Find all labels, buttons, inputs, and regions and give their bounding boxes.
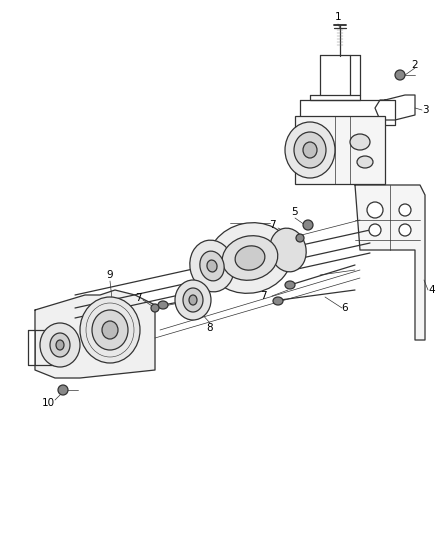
Text: 7: 7 — [134, 293, 141, 303]
Ellipse shape — [394, 70, 404, 80]
Ellipse shape — [189, 295, 197, 305]
Ellipse shape — [102, 321, 118, 339]
Ellipse shape — [284, 281, 294, 289]
Ellipse shape — [295, 234, 303, 242]
Text: 7: 7 — [268, 220, 275, 230]
Text: 5: 5 — [291, 207, 298, 217]
Ellipse shape — [50, 333, 70, 357]
Ellipse shape — [235, 246, 264, 270]
Text: 8: 8 — [206, 323, 213, 333]
Ellipse shape — [356, 156, 372, 168]
Ellipse shape — [398, 224, 410, 236]
Ellipse shape — [269, 228, 305, 272]
Ellipse shape — [189, 240, 233, 292]
Ellipse shape — [302, 142, 316, 158]
Ellipse shape — [349, 134, 369, 150]
Ellipse shape — [56, 340, 64, 350]
Ellipse shape — [151, 304, 159, 312]
Ellipse shape — [206, 260, 216, 272]
Ellipse shape — [158, 301, 168, 309]
Ellipse shape — [272, 297, 283, 305]
Text: 10: 10 — [41, 398, 54, 408]
Text: 4: 4 — [428, 285, 434, 295]
Ellipse shape — [284, 122, 334, 178]
Bar — [294, 116, 384, 184]
Ellipse shape — [366, 202, 382, 218]
Ellipse shape — [199, 251, 224, 281]
Text: 6: 6 — [341, 303, 347, 313]
Text: 7: 7 — [259, 291, 266, 301]
Ellipse shape — [58, 385, 68, 395]
Ellipse shape — [293, 132, 325, 168]
Ellipse shape — [398, 204, 410, 216]
Text: 1: 1 — [334, 12, 340, 22]
Polygon shape — [354, 185, 424, 340]
Polygon shape — [35, 290, 155, 378]
Ellipse shape — [222, 236, 277, 280]
Ellipse shape — [92, 310, 128, 350]
Text: 9: 9 — [106, 270, 113, 280]
Ellipse shape — [183, 288, 202, 312]
Ellipse shape — [40, 323, 80, 367]
Text: 2: 2 — [411, 60, 417, 70]
Ellipse shape — [175, 280, 211, 320]
Ellipse shape — [302, 220, 312, 230]
Ellipse shape — [368, 224, 380, 236]
Text: 3: 3 — [421, 105, 427, 115]
Ellipse shape — [80, 297, 140, 363]
Ellipse shape — [208, 223, 291, 293]
